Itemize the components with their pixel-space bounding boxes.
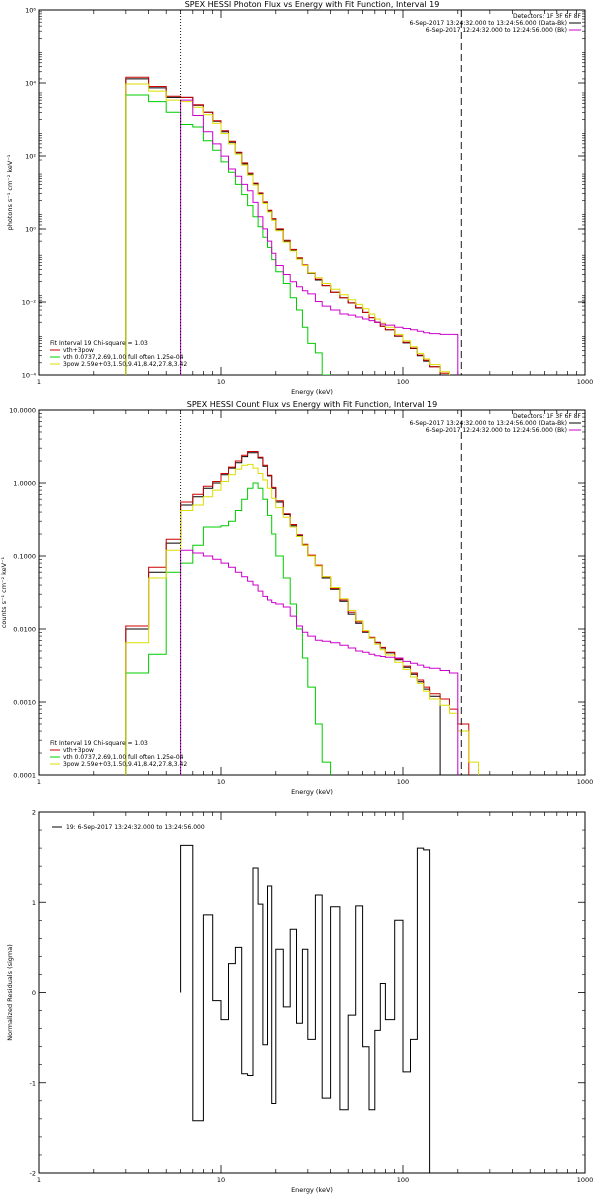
y-tick-label: 10⁶ — [25, 7, 36, 15]
x-tick-label: 10 — [217, 778, 225, 786]
series-2 — [125, 451, 470, 775]
background-interval-label: 6-Sep-2017 12:24:32.000 to 12:24:56.000 … — [426, 27, 567, 34]
series-2-line — [125, 451, 470, 775]
chart-panel-1: SPEX HESSI Photon Flux vs Energy with Fi… — [6, 0, 593, 396]
series-4 — [125, 463, 479, 775]
legend: Fit Interval 19 Chi-square = 1.03vth+3po… — [50, 740, 187, 768]
x-tick-label: 100 — [397, 778, 409, 786]
y-tick-label: 0 — [32, 989, 36, 997]
y-tick-label: 10.0000 — [9, 407, 36, 415]
data-area — [180, 844, 431, 1173]
series-1 — [125, 78, 450, 375]
y-tick-label: 1.0000 — [13, 480, 36, 488]
plot-frame — [38, 811, 586, 1174]
plot-frame — [38, 9, 586, 376]
y-tick-label: 10⁻² — [22, 299, 37, 307]
series-3 — [125, 482, 332, 775]
legend-header: Fit Interval 19 Chi-square = 1.03 — [50, 340, 148, 347]
plot-frame — [38, 409, 586, 776]
x-tick-label: 1 — [37, 378, 41, 386]
legend-entry: 19: 6-Sep-2017 13:24:32.000 to 13:24:56.… — [66, 824, 205, 831]
chart-title: SPEX HESSI Photon Flux vs Energy with Fi… — [185, 0, 440, 9]
y-tick-label: 10⁴ — [25, 80, 36, 88]
series-3-line — [125, 482, 332, 775]
x-tick-label: 1 — [37, 778, 41, 786]
y-tick-label: 2 — [32, 809, 36, 817]
x-axis-label: Energy (keV) — [291, 388, 333, 396]
data-area — [125, 410, 479, 775]
x-tick-label: 10 — [217, 1176, 225, 1184]
y-axis: -2 -1 0 1 2 — [30, 809, 585, 1178]
info-block: Detectors: 1F 3F 6F 8F6-Sep-2017 13:24:3… — [409, 413, 581, 434]
x-axis: 1 10 100 1000 — [37, 410, 593, 786]
data-area — [125, 10, 462, 375]
legend-entry: vth+3pow — [63, 347, 94, 354]
series-3-line — [125, 94, 332, 375]
x-axis: 1 10 100 1000 — [37, 812, 593, 1184]
x-tick-label: 10 — [217, 378, 225, 386]
series-5 — [180, 99, 459, 375]
series-3 — [125, 94, 332, 375]
chart-panel-3: 1 10 100 1000 Energy (keV) -2 -1 0 1 2 Normalized … — [6, 809, 593, 1195]
chart-panel-2: SPEX HESSI Count Flux vs Energy with Fit… — [0, 400, 593, 796]
series-5 — [180, 549, 459, 775]
y-axis: 0.0001 0.0010 0.0100 0.1000 1.0000 10.0000 — [9, 407, 585, 780]
legend-entry: vth 0.0737,2.69,1.00 full often 1.25e-04 — [63, 754, 184, 761]
chart-title: SPEX HESSI Count Flux vs Energy with Fit… — [187, 400, 438, 409]
x-tick-label: 1000 — [577, 378, 594, 386]
y-axis-label: photons s⁻¹ cm⁻² keV⁻¹ — [6, 154, 14, 230]
y-tick-label: 0.0100 — [13, 626, 36, 634]
series-2 — [125, 76, 450, 375]
y-axis-label: counts s⁻¹ cm⁻² keV⁻¹ — [0, 556, 8, 628]
legend-entry: 3pow 2.59e+03,1.50,9.41,8.42,27.8,3.42 — [63, 761, 187, 768]
legend-header: Fit Interval 19 Chi-square = 1.03 — [50, 740, 148, 747]
x-axis-label: Energy (keV) — [291, 788, 333, 796]
series-4-line — [125, 83, 450, 375]
y-tick-label: 10² — [25, 153, 36, 161]
data-interval-label: 6-Sep-2017 13:24:32.000 to 13:24:56.000 … — [409, 20, 567, 27]
detectors-label: Detectors: 1F 3F 6F 8F — [513, 413, 582, 420]
legend: Fit Interval 19 Chi-square = 1.03vth+3po… — [50, 340, 187, 368]
y-axis: 10⁻⁴ 10⁻² 10⁰ 10² 10⁴ 10⁶ — [22, 7, 585, 380]
x-tick-label: 1000 — [577, 778, 594, 786]
series-1 — [180, 844, 431, 1173]
y-tick-label: -2 — [30, 1170, 36, 1178]
legend-entry: 3pow 2.59e+03,1.50,9.41,8.42,27.8,3.42 — [63, 361, 187, 368]
y-tick-label: 0.1000 — [13, 553, 36, 561]
y-tick-label: 10⁻⁴ — [22, 372, 37, 380]
legend-entry: vth+3pow — [63, 747, 94, 754]
x-tick-label: 1 — [37, 1176, 41, 1184]
y-tick-label: 0.0001 — [13, 772, 36, 780]
y-tick-label: 10⁰ — [25, 226, 36, 234]
y-axis-label: Normalized Residuals (sigma) — [6, 944, 14, 1041]
x-tick-label: 1000 — [577, 1176, 594, 1184]
y-tick-label: -1 — [30, 1079, 36, 1087]
series-1-line — [125, 78, 450, 375]
data-interval-label: 6-Sep-2017 13:24:32.000 to 13:24:56.000 … — [409, 420, 567, 427]
y-tick-label: 0.0010 — [13, 699, 36, 707]
y-tick-label: 1 — [32, 899, 36, 907]
info-block: Detectors: 1F 3F 6F 8F6-Sep-2017 13:24:3… — [409, 13, 581, 34]
series-1-line — [180, 844, 431, 1173]
x-tick-label: 100 — [397, 378, 409, 386]
x-axis-label: Energy (keV) — [291, 1186, 333, 1194]
legend: 19: 6-Sep-2017 13:24:32.000 to 13:24:56.… — [52, 824, 205, 831]
x-axis: 1 10 100 1000 — [37, 10, 593, 386]
series-5-line — [180, 99, 459, 375]
detectors-label: Detectors: 1F 3F 6F 8F — [513, 13, 582, 20]
series-5-line — [180, 549, 459, 775]
series-4 — [125, 83, 450, 375]
background-interval-label: 6-Sep-2017 12:24:32.000 to 12:24:56.000 … — [426, 427, 567, 434]
x-tick-label: 100 — [397, 1176, 409, 1184]
series-4-line — [125, 463, 479, 775]
legend-entry: vth 0.0737,2.69,1.00 full often 1.25e-04 — [63, 354, 184, 361]
series-2-line — [125, 76, 450, 375]
